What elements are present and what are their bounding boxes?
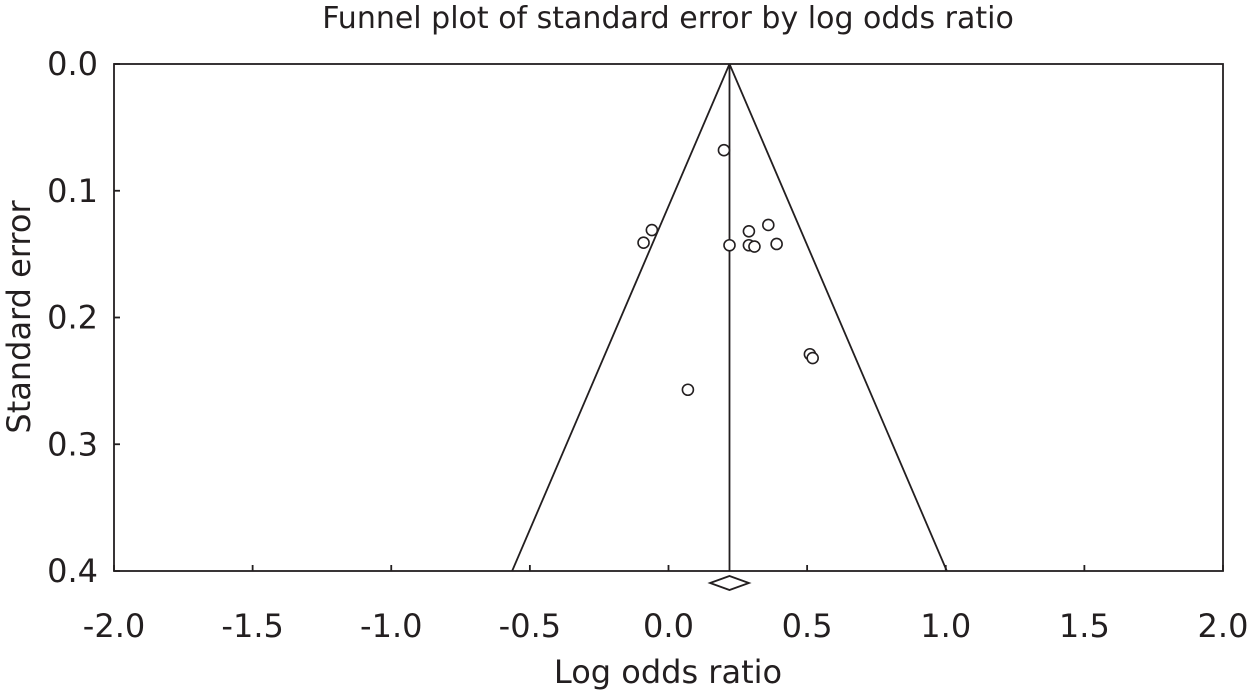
study-point [723,238,736,252]
study-point [645,223,659,237]
y-tick-label: 0.1 [47,172,98,210]
y-tick-label: 0.3 [47,425,98,463]
funnel-layer [511,63,948,591]
y-tick-label: 0.4 [47,552,98,590]
points-layer [637,143,819,397]
x-tick-label: 0.5 [782,607,833,645]
pooled-effect-diamond [707,575,752,591]
y-tick-label: 0.2 [47,299,98,337]
x-tick-label: 0.0 [643,607,694,645]
funnel-left-line [511,63,731,572]
y-tick-label: 0.0 [47,45,98,83]
study-point [770,237,783,251]
plot-frame [113,63,1224,572]
study-point [748,240,761,253]
study-point [681,383,695,397]
study-point [762,218,775,232]
x-tick-label: -0.5 [499,607,561,645]
chart-title: Funnel plot of standard error by log odd… [322,1,1014,36]
y-axis-label: Standard error [0,200,38,434]
funnel-right-line [728,63,948,572]
x-tick-label: 2.0 [1198,607,1249,645]
study-point [717,143,731,157]
study-point [742,225,756,238]
x-tick-label: 1.5 [1059,607,1110,645]
x-tick-label: -1.0 [360,607,422,645]
x-axis-label: Log odds ratio [554,653,782,691]
study-point [637,236,650,250]
study-point [806,351,819,365]
x-tick-label: 1.0 [920,607,971,645]
y-axis: 0.0 0.1 0.2 0.3 0.4 [47,45,120,590]
x-tick-label: -1.5 [221,607,283,645]
x-axis: -2.0 -1.5 -1.0 -0.5 0.0 0.5 1.0 1.5 2.0 [83,565,1249,645]
x-tick-label: -2.0 [83,607,145,645]
